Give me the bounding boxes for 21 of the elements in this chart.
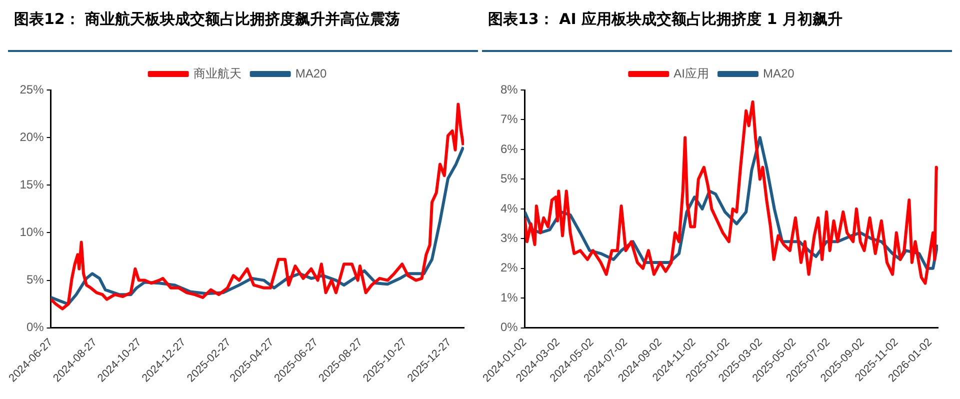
y-tick-label: 15%	[20, 177, 44, 192]
y-tick-label: 5%	[26, 272, 44, 287]
y-tick-label: 25%	[20, 82, 44, 96]
y-tick-label: 20%	[20, 130, 44, 144]
chart-title: 图表12： 商业航天板块成交额占比拥挤度飙升并高位震荡	[13, 9, 402, 30]
legend-label: AI应用	[674, 66, 709, 80]
y-tick-label: 2%	[500, 260, 518, 275]
y-tick-label: 4%	[500, 201, 518, 216]
y-tick-label: 0%	[500, 320, 518, 334]
legend-label: MA20	[762, 66, 795, 80]
y-tick-label: 1%	[500, 290, 518, 304]
y-tick-label: 3%	[500, 230, 518, 245]
y-tick-label: 8%	[500, 82, 518, 96]
y-tick-label: 7%	[500, 112, 518, 126]
y-tick-label: 0%	[26, 320, 44, 334]
y-tick-label: 10%	[20, 225, 44, 240]
legend-label: MA20	[295, 66, 327, 80]
chart-title: 图表13： AI 应用板块成交额占比拥挤度 1 月初飙升	[487, 9, 844, 30]
y-tick-label: 6%	[500, 142, 518, 156]
legend-label: 商业航天	[193, 66, 242, 80]
y-tick-label: 5%	[500, 172, 518, 186]
